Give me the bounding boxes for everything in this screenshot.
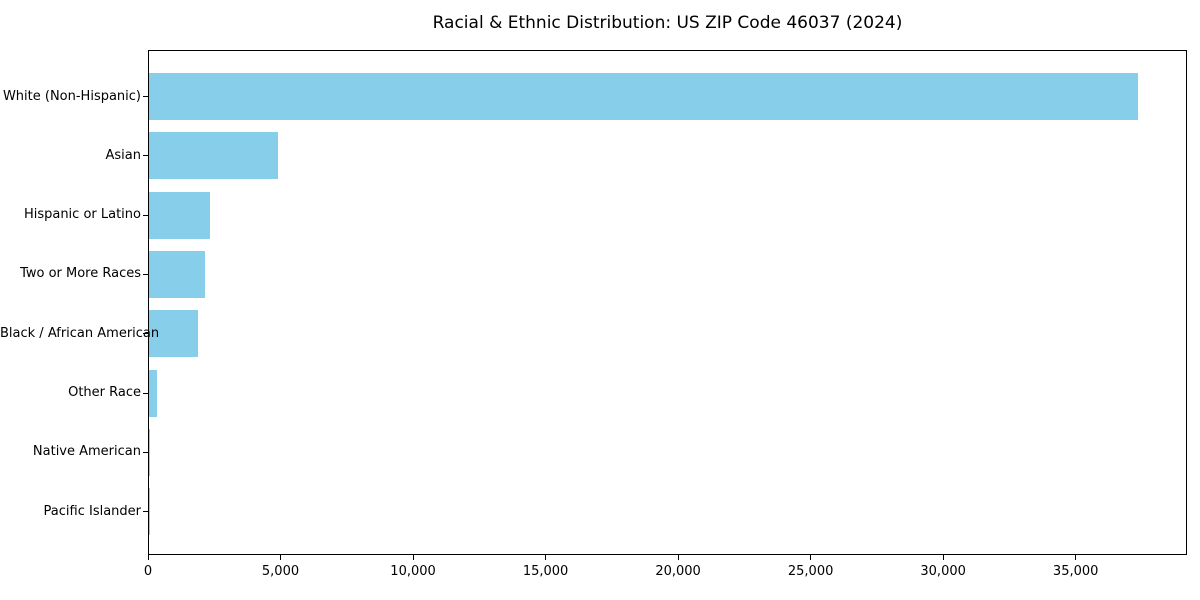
y-tick-mark xyxy=(143,333,148,335)
x-tick-label: 35,000 xyxy=(1052,564,1099,579)
x-tick-mark xyxy=(810,555,812,560)
y-tick-mark xyxy=(143,273,148,275)
x-tick-mark xyxy=(942,555,944,560)
plot-area xyxy=(148,50,1187,555)
bar xyxy=(149,250,206,298)
x-tick-mark xyxy=(280,555,282,560)
chart-title: Racial & Ethnic Distribution: US ZIP Cod… xyxy=(432,13,903,33)
bar xyxy=(149,369,157,417)
y-tick-mark xyxy=(143,155,148,157)
y-tick-mark xyxy=(143,214,148,216)
y-tick-mark xyxy=(143,392,148,394)
bar xyxy=(149,73,1138,120)
bar xyxy=(149,428,150,476)
y-tick-label: Two or More Races xyxy=(20,266,141,282)
bar xyxy=(149,132,279,180)
x-tick-label: 30,000 xyxy=(920,564,966,579)
y-tick-label: Black / African American xyxy=(0,325,160,341)
x-tick-mark xyxy=(412,555,414,560)
y-tick-mark xyxy=(143,511,148,513)
y-tick-label: Pacific Islander xyxy=(43,503,141,519)
y-tick-label: Other Race xyxy=(68,385,141,400)
bar xyxy=(149,191,211,239)
x-tick-label: 10,000 xyxy=(390,564,436,579)
x-tick-mark xyxy=(677,555,679,560)
y-tick-label: Asian xyxy=(105,147,141,163)
x-tick-label: 15,000 xyxy=(522,564,569,579)
x-tick-label: 0 xyxy=(143,564,153,579)
x-tick-mark xyxy=(147,555,149,560)
y-tick-mark xyxy=(143,96,148,97)
y-tick-label: Native American xyxy=(32,444,141,460)
y-tick-label: White (Non-Hispanic) xyxy=(2,88,141,104)
y-tick-label: Hispanic or Latino xyxy=(23,207,141,223)
x-tick-mark xyxy=(1075,555,1077,560)
x-tick-mark xyxy=(545,555,547,560)
y-tick-mark xyxy=(143,451,148,453)
bar xyxy=(149,310,198,358)
x-tick-label: 25,000 xyxy=(787,564,834,579)
x-tick-label: 20,000 xyxy=(655,564,701,579)
x-tick-label: 5,000 xyxy=(261,564,300,579)
